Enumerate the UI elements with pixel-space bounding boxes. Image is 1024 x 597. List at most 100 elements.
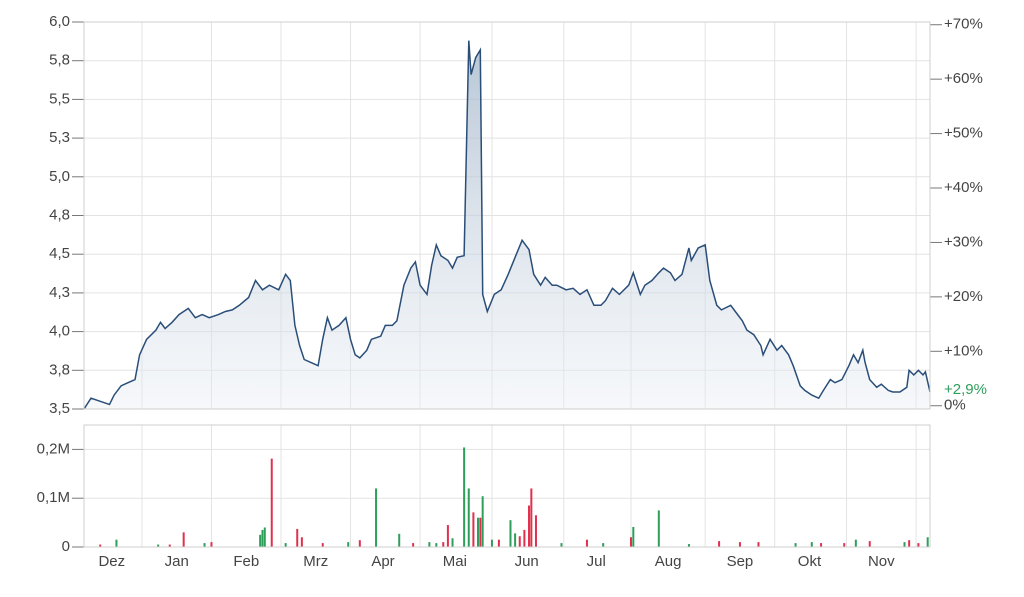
volume-bar	[477, 517, 480, 547]
volume-bar	[321, 543, 324, 547]
volume-bar	[530, 488, 533, 547]
volume-bar	[168, 544, 171, 547]
volume-bar	[820, 543, 823, 547]
x-tick-label: Mai	[443, 553, 467, 570]
volume-bar	[412, 543, 415, 547]
y-tick-label: 3,5	[49, 400, 70, 417]
y-tick-label: 3,8	[49, 361, 70, 378]
x-tick-label: Jul	[587, 553, 606, 570]
volume-bar	[296, 528, 299, 547]
volume-bar	[903, 542, 906, 547]
volume-bar	[375, 488, 378, 547]
y-tick-label: 0	[62, 538, 70, 555]
volume-bar	[463, 447, 466, 547]
volume-bar	[908, 540, 911, 547]
volume-bar	[518, 536, 521, 547]
volume-bar	[259, 534, 262, 547]
volume-bar	[157, 544, 160, 547]
volume-bar	[347, 542, 350, 547]
x-tick-label: Mrz	[303, 553, 328, 570]
y-tick-label: 4,0	[49, 323, 70, 340]
last-change-label: +2,9%	[944, 381, 987, 398]
volume-bar	[810, 542, 813, 547]
volume-bar	[446, 525, 449, 547]
volume-bar	[467, 488, 470, 547]
volume-bar	[687, 544, 690, 547]
volume-bar	[560, 543, 563, 547]
volume-bar	[300, 537, 303, 547]
y-tick-label: 6,0	[49, 13, 70, 30]
volume-bar	[632, 526, 635, 547]
volume-bar	[490, 539, 493, 547]
volume-bar	[261, 529, 264, 547]
volume-bar	[854, 539, 857, 547]
volume-bar	[435, 543, 438, 547]
volume-bar	[358, 540, 361, 547]
x-tick-label: Aug	[655, 553, 682, 570]
y2-tick-label: +70%	[944, 16, 983, 33]
volume-bar	[843, 543, 846, 547]
volume-bar	[115, 539, 118, 547]
x-tick-label: Dez	[98, 553, 125, 570]
y-tick-label: 5,0	[49, 168, 70, 185]
volume-bar	[868, 541, 871, 547]
y2-tick-label: +40%	[944, 179, 983, 196]
volume-bar	[481, 496, 484, 547]
volume-bar	[630, 537, 633, 547]
volume-bar	[428, 542, 431, 547]
volume-bar	[602, 543, 605, 547]
volume-bar	[657, 510, 660, 547]
y2-tick-label: +10%	[944, 342, 983, 359]
price-area	[84, 40, 930, 409]
volume-bar	[757, 542, 760, 547]
volume-bar	[284, 543, 287, 547]
x-tick-label: Jan	[165, 553, 189, 570]
volume-bar	[442, 542, 445, 547]
volume-bar	[514, 533, 517, 547]
volume-bar	[472, 512, 475, 547]
volume-bar	[263, 527, 266, 547]
x-tick-label: Sep	[727, 553, 754, 570]
volume-bar	[479, 517, 482, 547]
y2-tick-label: 0%	[944, 397, 966, 414]
y-tick-label: 4,3	[49, 284, 70, 301]
plot-frame	[83, 21, 931, 410]
y2-tick-label: +30%	[944, 233, 983, 250]
y-tick-label: 4,5	[49, 245, 70, 262]
y-tick-label: 5,3	[49, 129, 70, 146]
x-tick-label: Nov	[868, 553, 895, 570]
volume-bar	[99, 544, 102, 547]
volume-bar	[794, 543, 797, 547]
volume-bar	[523, 529, 526, 547]
volume-bar	[398, 533, 401, 547]
volume-bar	[528, 505, 531, 547]
price-line	[83, 40, 931, 410]
volume-bar	[534, 515, 537, 547]
volume-bar	[270, 458, 273, 547]
y2-tick-label: +20%	[944, 288, 983, 305]
y-tick-label: 0,2M	[37, 440, 70, 457]
volume-bar	[509, 520, 512, 547]
volume-bar	[738, 542, 741, 547]
y-tick-label: 0,1M	[37, 489, 70, 506]
x-tick-label: Okt	[798, 553, 822, 570]
x-tick-label: Feb	[233, 553, 259, 570]
y-tick-label: 4,8	[49, 206, 70, 223]
y2-tick-label: +50%	[944, 125, 983, 142]
volume-bar	[718, 541, 721, 547]
volume-bar	[917, 543, 920, 547]
volume-bar	[585, 539, 588, 547]
volume-bar	[210, 542, 213, 547]
volume-bar	[182, 532, 185, 547]
volume-bar	[451, 538, 454, 547]
x-tick-label: Apr	[371, 553, 394, 570]
y-tick-label: 5,5	[49, 90, 70, 107]
plot-frame	[83, 424, 931, 548]
volume-bar	[203, 543, 206, 547]
y2-tick-label: +60%	[944, 70, 983, 87]
x-tick-label: Jun	[515, 553, 539, 570]
y-tick-label: 5,8	[49, 52, 70, 69]
volume-bar	[497, 539, 500, 547]
volume-bar	[926, 537, 929, 547]
